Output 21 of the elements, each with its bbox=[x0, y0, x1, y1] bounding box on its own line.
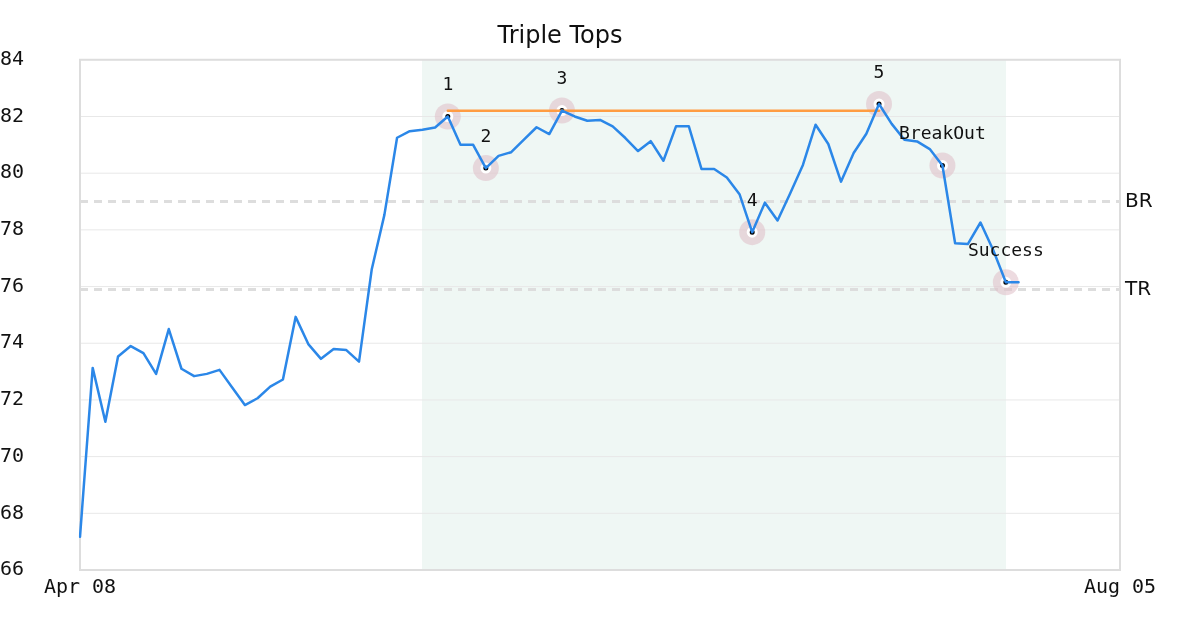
annotation: BreakOut bbox=[899, 122, 986, 144]
x-tick-label: Aug 05 bbox=[1083, 574, 1157, 599]
y-tick-label: 84 bbox=[0, 46, 25, 70]
y-tick-label: 74 bbox=[0, 329, 25, 354]
y-tick-label: 70 bbox=[0, 442, 25, 467]
annotation: 4 bbox=[746, 188, 758, 210]
annotation: 3 bbox=[556, 67, 568, 89]
annotation: 1 bbox=[442, 73, 454, 95]
annotation: 2 bbox=[480, 124, 492, 146]
y-tick-label: 78 bbox=[0, 216, 25, 241]
y-tick-label: 82 bbox=[0, 102, 25, 127]
x-tick-label: Apr 08 bbox=[43, 574, 117, 599]
chart-title: Triple Tops bbox=[496, 20, 623, 49]
y-tick-label: 80 bbox=[0, 159, 25, 184]
y-tick-label: 66 bbox=[0, 556, 25, 581]
y-tick-label: 68 bbox=[0, 499, 25, 524]
ref-line-label: BR bbox=[1125, 187, 1153, 212]
y-tick-label: 76 bbox=[0, 272, 25, 297]
annotation: 5 bbox=[873, 60, 885, 82]
y-tick-label: 72 bbox=[0, 386, 25, 411]
ref-line-label: TR bbox=[1124, 275, 1152, 300]
